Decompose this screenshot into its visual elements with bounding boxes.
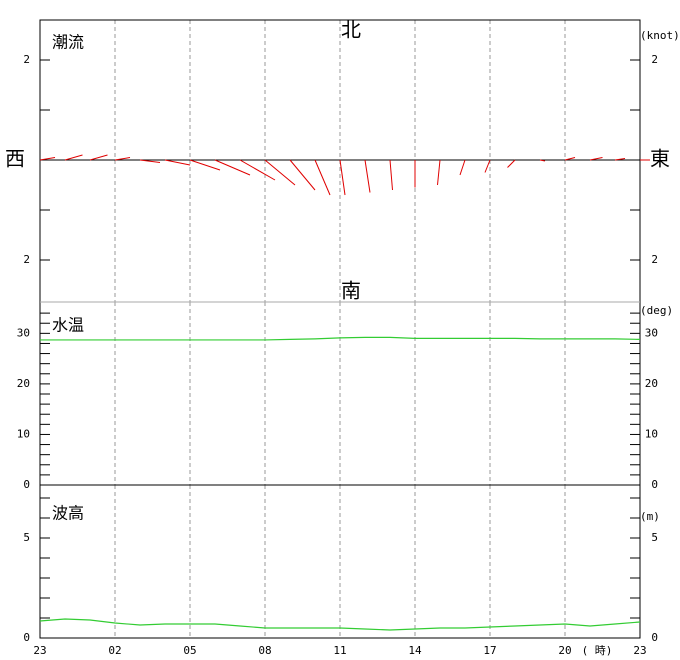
y-tick-label: 2 xyxy=(23,253,30,266)
current-vector xyxy=(289,159,316,191)
wave-unit: (m) xyxy=(640,510,660,523)
current-vector xyxy=(507,159,516,168)
current-vector xyxy=(589,157,603,161)
current-vector xyxy=(564,157,576,161)
current-vector xyxy=(389,159,393,191)
south-label: 南 xyxy=(341,279,361,303)
east-label: 東 xyxy=(650,147,670,171)
current-vector xyxy=(189,159,221,171)
x-tick-label: 08 xyxy=(258,644,271,657)
current-vector xyxy=(339,159,346,196)
y-tick-label: 10 xyxy=(17,427,30,440)
wave-title: 波高 xyxy=(52,504,84,523)
panel-frame xyxy=(39,484,641,639)
y-tick-label: 5 xyxy=(651,531,658,544)
y-tick-label: 30 xyxy=(645,326,658,339)
temp-unit: (deg) xyxy=(640,304,673,317)
current-vector xyxy=(164,159,191,166)
current-vector xyxy=(314,159,331,196)
y-tick-label: 5 xyxy=(23,531,30,544)
current-vector xyxy=(139,159,161,163)
west-label: 西 xyxy=(5,147,25,171)
x-tick-label: 11 xyxy=(333,644,346,657)
x-tick-label: 17 xyxy=(483,644,496,657)
current-vector xyxy=(459,159,466,176)
current-vector xyxy=(239,159,276,181)
y-tick-label: 30 xyxy=(17,326,30,339)
current-vector xyxy=(89,154,108,161)
current-title: 潮流 xyxy=(52,33,84,52)
x-tick-label: 23 xyxy=(33,644,46,657)
x-tick-label: 23 xyxy=(633,644,646,657)
y-tick-label: 2 xyxy=(651,53,658,66)
x-tick-label: 14 xyxy=(408,644,422,657)
y-tick-label: 0 xyxy=(651,478,658,491)
current-vector xyxy=(364,159,371,193)
y-tick-label: 2 xyxy=(23,53,30,66)
y-tick-label: 0 xyxy=(23,631,30,644)
north-label: 北 xyxy=(341,18,361,42)
x-tick-label: 05 xyxy=(183,644,196,657)
y-tick-label: 2 xyxy=(651,253,658,266)
data-line xyxy=(40,336,641,341)
current-vector xyxy=(437,159,441,186)
current-vector xyxy=(614,158,626,161)
current-vector xyxy=(114,157,131,161)
current-vector xyxy=(64,154,83,161)
y-tick-label: 20 xyxy=(17,377,30,390)
current-vector xyxy=(264,159,296,186)
current-vector xyxy=(39,157,56,161)
x-tick-label: 02 xyxy=(108,644,121,657)
current-vector xyxy=(539,159,546,162)
x-tick-label: 20 xyxy=(558,644,571,657)
temp-title: 水温 xyxy=(52,316,84,335)
y-tick-label: 0 xyxy=(23,478,30,491)
y-tick-label: 10 xyxy=(645,427,658,440)
current-vector xyxy=(214,159,251,176)
data-line xyxy=(39,618,641,631)
current-unit: (knot) xyxy=(640,29,680,42)
y-tick-label: 20 xyxy=(645,377,658,390)
current-vector xyxy=(484,159,491,173)
x-unit: ( 時) xyxy=(582,644,613,657)
y-tick-label: 0 xyxy=(651,631,658,644)
